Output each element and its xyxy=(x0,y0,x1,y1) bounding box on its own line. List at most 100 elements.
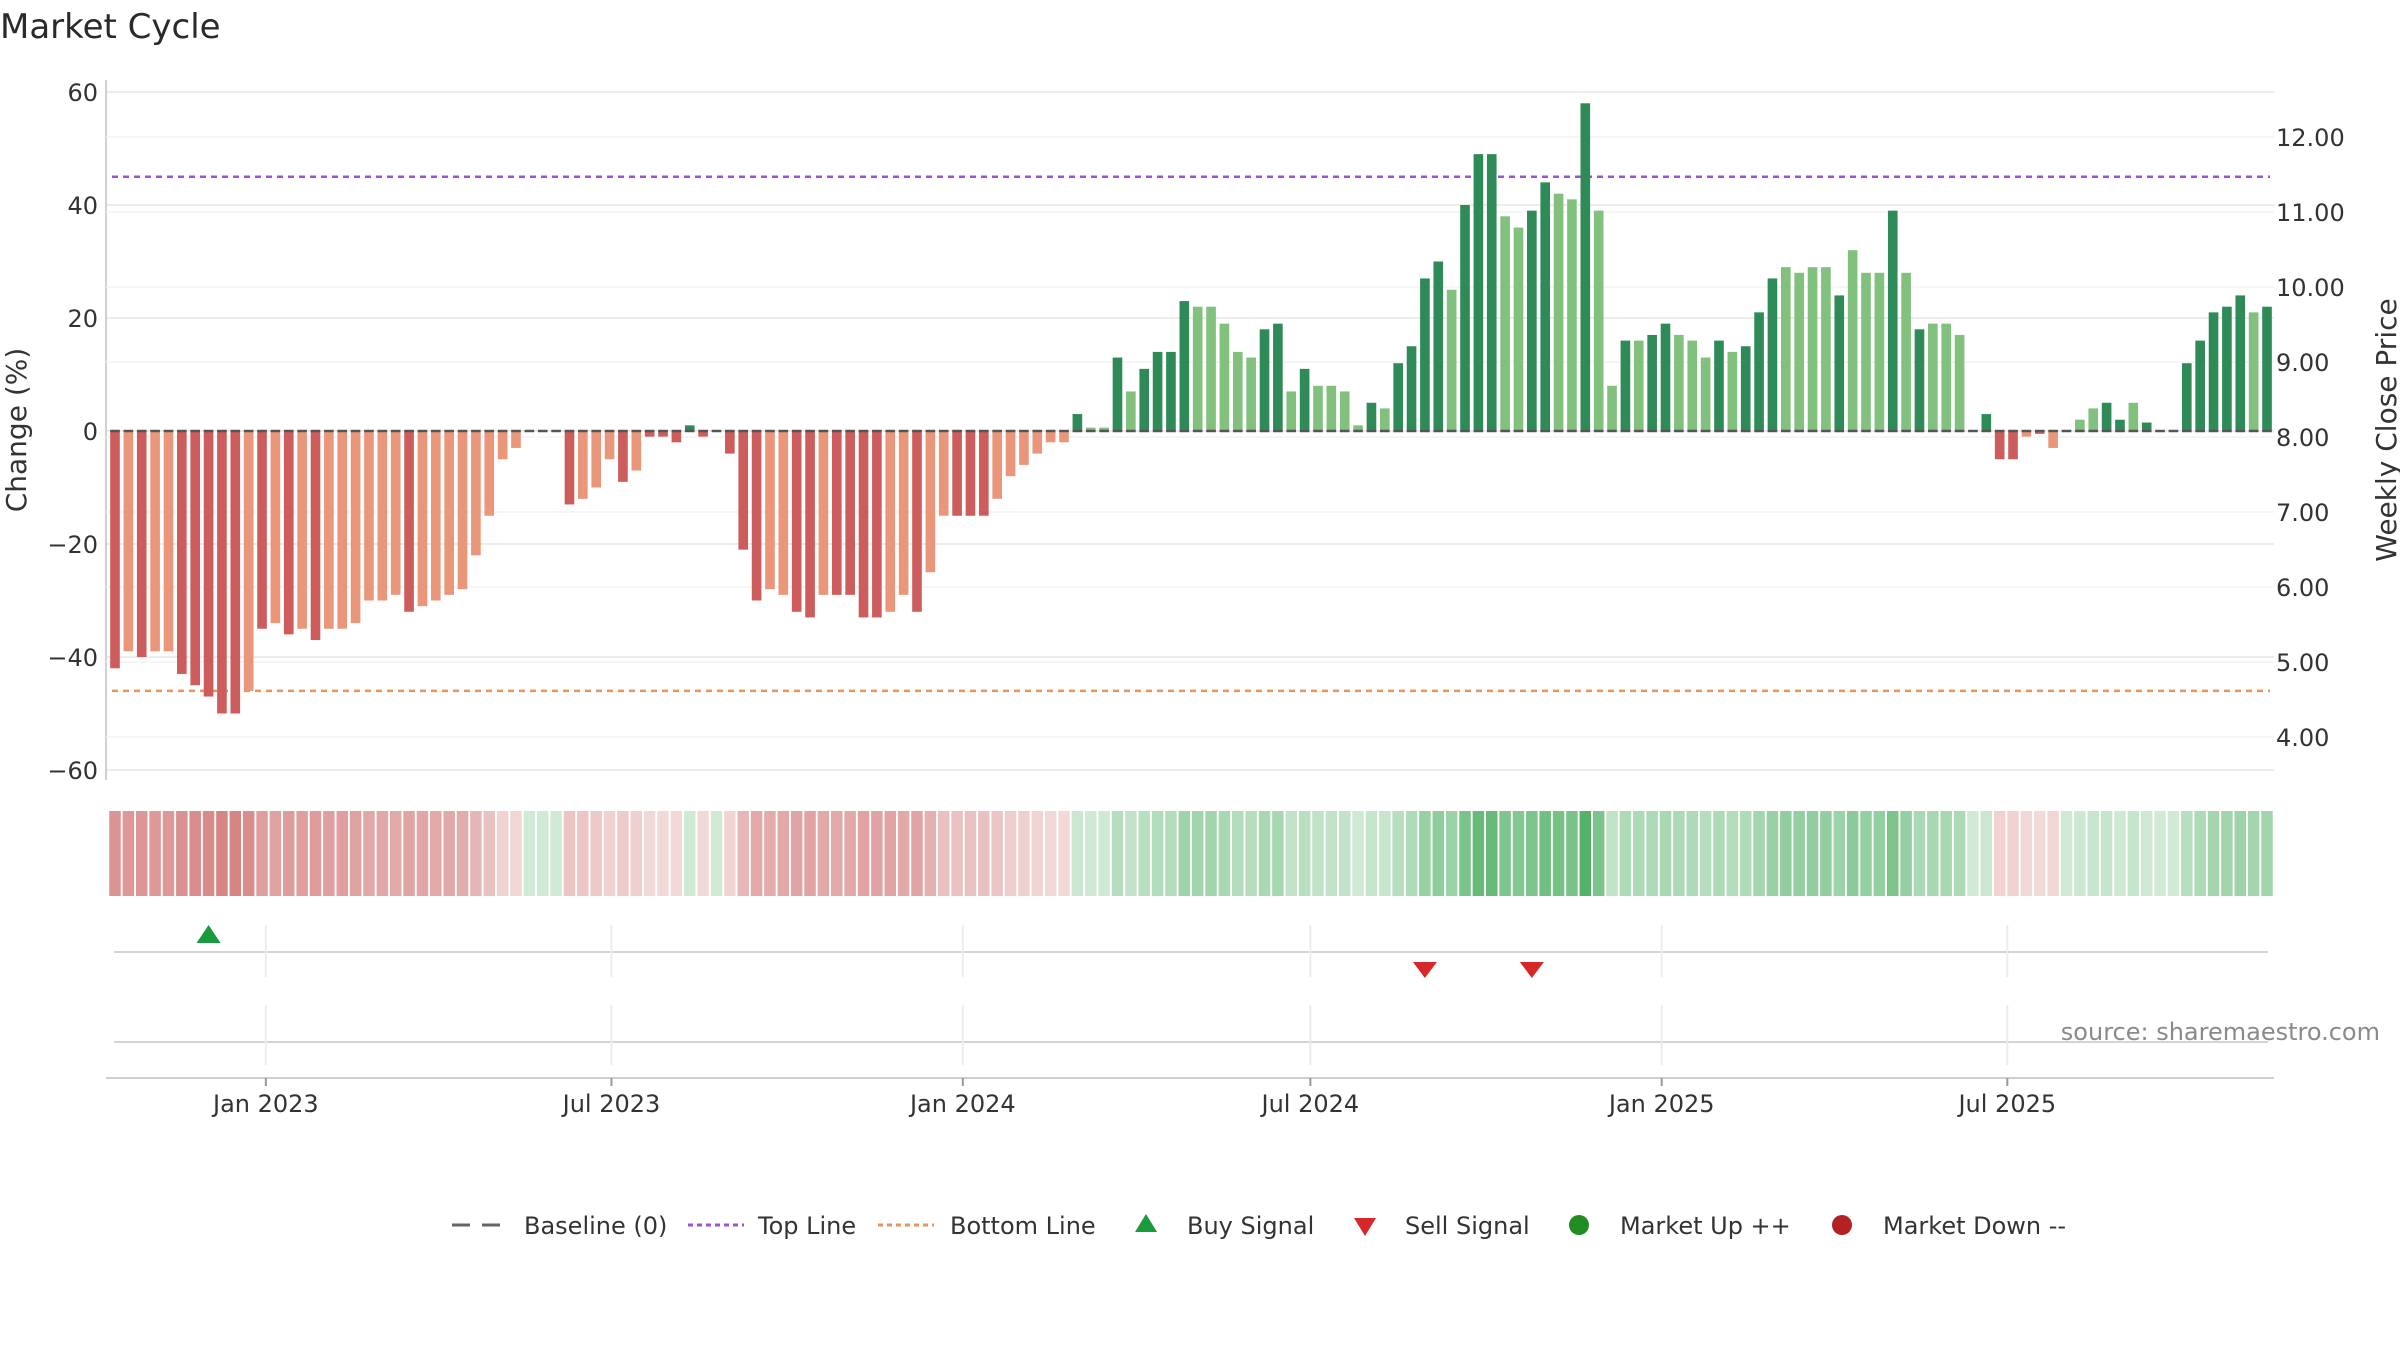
x-tick-label: Jan 2025 xyxy=(1607,1090,1715,1118)
heat-cell xyxy=(1485,811,1498,896)
heat-cell xyxy=(403,811,415,896)
right-tick-label: 5.00 xyxy=(2276,649,2329,677)
heat-cell xyxy=(283,811,295,896)
legend-item: Baseline (0) xyxy=(452,1212,667,1240)
heat-cell xyxy=(363,811,375,896)
bar xyxy=(1821,267,1831,431)
sell-signal-marker xyxy=(1519,962,1544,978)
heat-cell xyxy=(1298,811,1311,896)
bar xyxy=(604,431,615,460)
heat-cell xyxy=(1820,811,1832,896)
heat-cell xyxy=(1659,811,1672,896)
heat-cell xyxy=(2221,811,2233,896)
heat-cell xyxy=(550,811,562,896)
heat-cell xyxy=(430,811,442,896)
bar xyxy=(698,431,708,437)
bar xyxy=(1019,431,1029,465)
heat-cell xyxy=(871,811,883,896)
bar xyxy=(738,431,749,550)
bar xyxy=(1861,272,1871,431)
bar xyxy=(1460,205,1470,431)
bar xyxy=(1674,334,1684,431)
right-tick-label: 11.00 xyxy=(2276,199,2345,227)
heat-cell xyxy=(1673,811,1685,896)
heat-cell xyxy=(924,811,937,896)
heat-cell xyxy=(2207,811,2220,896)
legend-label: Top Line xyxy=(757,1212,856,1240)
heat-cell xyxy=(1686,811,1698,896)
bar xyxy=(1032,431,1043,454)
bar xyxy=(1941,323,1952,431)
heat-cell xyxy=(1232,811,1244,896)
bar xyxy=(912,431,922,612)
heat-cell xyxy=(269,811,282,896)
left-tick-label: 60 xyxy=(67,79,98,107)
heat-cell xyxy=(804,811,816,896)
heat-cell xyxy=(884,811,897,896)
bar xyxy=(1139,368,1150,431)
bar xyxy=(297,431,307,629)
bar xyxy=(1928,323,1938,431)
bar xyxy=(1446,289,1457,431)
bar xyxy=(791,431,802,612)
bar xyxy=(671,431,682,443)
heat-cell xyxy=(710,811,723,896)
heat-cell xyxy=(2047,811,2059,896)
heat-cell xyxy=(684,811,696,896)
heat-cell xyxy=(510,811,522,896)
right-tick-label: 7.00 xyxy=(2276,499,2329,527)
heat-cell xyxy=(1111,811,1124,896)
heat-cell xyxy=(1579,811,1592,896)
right-tick-label: 10.00 xyxy=(2276,274,2345,302)
bar xyxy=(484,431,495,516)
heat-cell xyxy=(617,811,629,896)
bar xyxy=(2208,312,2219,431)
reference-lines xyxy=(112,175,2270,693)
bar xyxy=(377,431,388,601)
bar xyxy=(591,431,602,488)
bar xyxy=(2195,340,2205,431)
heat-strip xyxy=(109,811,2273,896)
heat-cell xyxy=(697,811,709,896)
right-tick-label: 4.00 xyxy=(2276,724,2329,752)
bar xyxy=(1780,267,1791,431)
heat-cell xyxy=(1258,811,1271,896)
bar xyxy=(1500,216,1510,431)
bar xyxy=(631,431,642,471)
heat-cell xyxy=(1566,811,1578,896)
bar xyxy=(1273,323,1283,431)
legend-swatch-buy xyxy=(1135,1214,1157,1232)
heat-cell xyxy=(162,811,175,896)
heat-cell xyxy=(1860,811,1872,896)
heat-cell xyxy=(1953,811,1966,896)
heat-cell xyxy=(937,811,950,896)
bar xyxy=(136,431,147,657)
bar xyxy=(1807,267,1818,431)
heat-cell xyxy=(2140,811,2153,896)
bar xyxy=(1700,357,1711,431)
heat-cell xyxy=(1058,811,1070,896)
heat-cell xyxy=(470,811,482,896)
bar xyxy=(1059,431,1069,443)
heat-cell xyxy=(336,811,348,896)
bar xyxy=(2088,408,2099,431)
bar xyxy=(190,431,201,686)
heat-cell xyxy=(857,811,870,896)
bar xyxy=(2008,431,2018,460)
bar xyxy=(2115,419,2125,431)
bar xyxy=(1366,402,1377,431)
bar xyxy=(1553,193,1564,431)
heat-cell xyxy=(176,811,188,896)
heat-cell xyxy=(1085,811,1097,896)
bar xyxy=(2048,431,2058,448)
bar xyxy=(150,431,160,652)
bar xyxy=(1420,278,1430,431)
grid-lines xyxy=(105,80,2274,780)
heat-cell xyxy=(1606,811,1618,896)
bar xyxy=(805,431,815,618)
left-tick-label: −40 xyxy=(47,644,98,672)
bar xyxy=(444,431,454,595)
bar xyxy=(1099,427,1109,431)
heat-cell xyxy=(2087,811,2099,896)
heat-cell xyxy=(643,811,656,896)
